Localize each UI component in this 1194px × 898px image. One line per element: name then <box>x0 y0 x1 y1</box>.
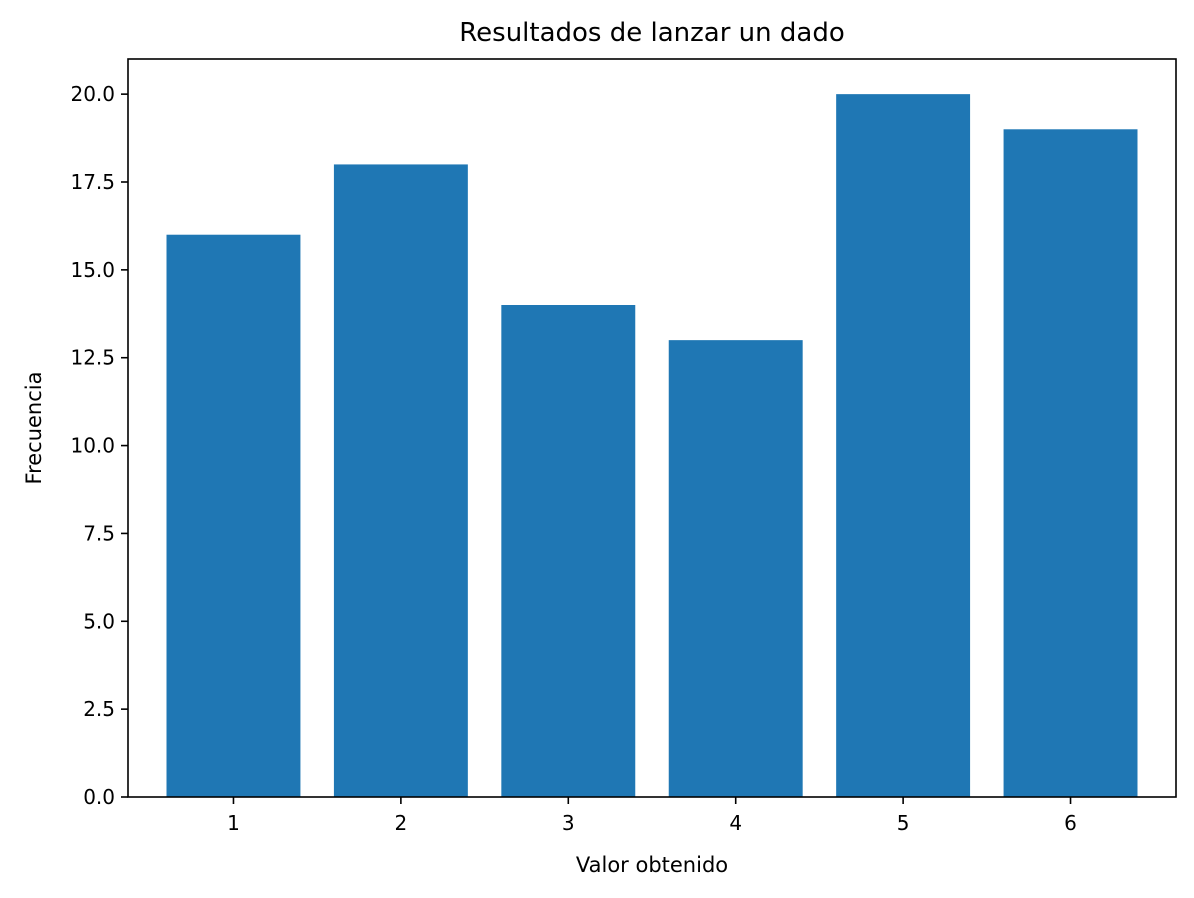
x-tick-label: 6 <box>1064 811 1077 835</box>
y-tick-label: 0.0 <box>83 785 115 809</box>
y-tick-label: 2.5 <box>83 697 115 721</box>
y-tick-label: 7.5 <box>83 521 115 545</box>
y-axis-label: Frecuencia <box>22 372 46 485</box>
x-tick-label: 3 <box>562 811 575 835</box>
x-axis-ticks: 1 2 3 4 5 6 <box>227 797 1077 835</box>
bar-5 <box>836 94 971 797</box>
x-tick-label: 1 <box>227 811 240 835</box>
bar-2 <box>333 164 468 797</box>
x-axis-label: Valor obtenido <box>576 853 728 877</box>
x-tick-label: 4 <box>729 811 742 835</box>
plot-frame <box>127 58 1177 798</box>
y-tick-label: 5.0 <box>83 609 115 633</box>
bar-6 <box>1003 129 1138 798</box>
bar-1 <box>166 234 301 797</box>
bar-4 <box>668 340 803 797</box>
bars-group <box>166 94 1138 798</box>
y-tick-label: 10.0 <box>70 434 115 458</box>
chart-title: Resultados de lanzar un dado <box>459 18 845 48</box>
y-tick-label: 12.5 <box>70 346 115 370</box>
y-tick-label: 15.0 <box>70 258 115 282</box>
x-tick-label: 5 <box>897 811 910 835</box>
y-tick-label: 20.0 <box>70 82 115 106</box>
x-tick-label: 2 <box>395 811 408 835</box>
y-axis-ticks: 0.0 2.5 5.0 7.5 10.0 12.5 15.0 17.5 20.0 <box>70 82 128 809</box>
y-tick-label: 17.5 <box>70 170 115 194</box>
bar-3 <box>501 305 636 797</box>
